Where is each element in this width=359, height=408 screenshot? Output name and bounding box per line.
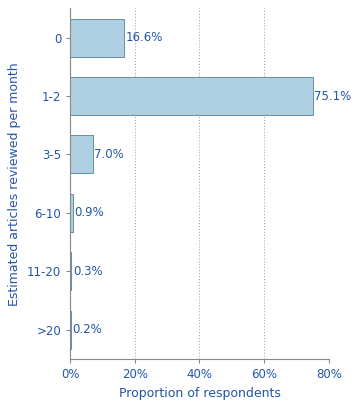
X-axis label: Proportion of respondents: Proportion of respondents xyxy=(118,387,280,400)
Y-axis label: Estimated articles reviewed per month: Estimated articles reviewed per month xyxy=(8,62,21,306)
Text: 0.3%: 0.3% xyxy=(73,265,102,278)
Bar xyxy=(70,77,313,115)
Text: 7.0%: 7.0% xyxy=(94,148,124,161)
Bar xyxy=(70,18,124,57)
Bar xyxy=(70,253,71,290)
Bar xyxy=(70,194,73,232)
Text: 16.6%: 16.6% xyxy=(125,31,163,44)
Text: 75.1%: 75.1% xyxy=(314,89,352,102)
Text: 0.9%: 0.9% xyxy=(75,206,104,220)
Bar xyxy=(70,135,93,173)
Bar xyxy=(70,311,71,349)
Text: 0.2%: 0.2% xyxy=(73,324,102,336)
